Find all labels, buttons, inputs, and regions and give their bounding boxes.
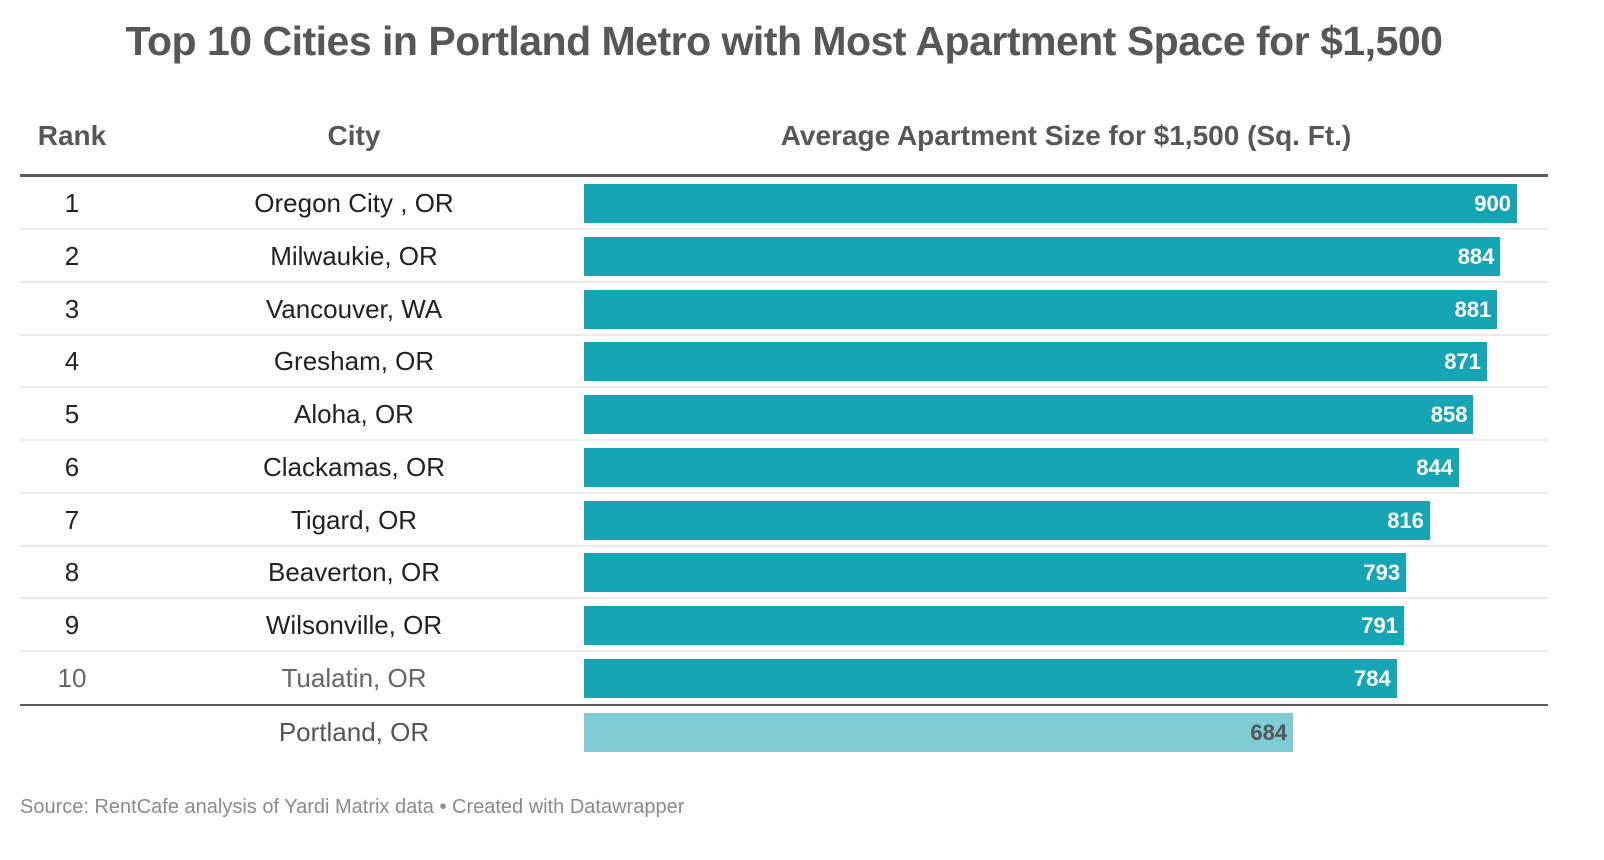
reference-divider: [20, 704, 1548, 706]
bar: 900: [584, 184, 1517, 223]
column-header-apartment-size: Average Apartment Size for $1,500 (Sq. F…: [780, 120, 1352, 151]
row-divider: [20, 597, 1548, 600]
rank-cell: 2: [64, 240, 80, 271]
row-divider: [20, 280, 1548, 283]
bar-value-label: 784: [1354, 665, 1391, 691]
reference-row: Portland, OR 684: [20, 706, 1548, 759]
city-cell: Wilsonville, OR: [265, 610, 443, 640]
bar-value-label: 791: [1361, 613, 1398, 638]
table-row: 8 Beaverton, OR 793: [20, 546, 1548, 600]
chart-title: Top 10 Cities in Portland Metro with Mos…: [125, 18, 1443, 64]
row-divider: [20, 333, 1548, 336]
rank-cell: 7: [64, 504, 80, 535]
table-row: 9 Wilsonville, OR 791: [20, 599, 1548, 652]
table-row: 6 Clackamas, OR 844: [20, 441, 1548, 494]
table-row: 10 Tualatin, OR 784: [20, 652, 1548, 705]
rank-cell: [20, 706, 124, 759]
bar: 858: [584, 395, 1474, 434]
bar-value-label: 816: [1387, 507, 1424, 533]
bar: 871: [584, 342, 1487, 382]
bar-value-label: 858: [1430, 402, 1468, 427]
city-cell: Portland, OR: [278, 717, 430, 747]
rank-cell: 9: [64, 610, 80, 640]
table-row: 5 Aloha, OR 858: [20, 388, 1548, 441]
column-header-rank: Rank: [37, 120, 107, 151]
bar: 684: [584, 713, 1294, 752]
row-divider: [20, 386, 1548, 389]
rank-cell: 8: [64, 557, 80, 588]
row-divider: [20, 491, 1548, 494]
row-divider: [20, 544, 1548, 547]
table-row: 1 Oregon City , OR 900: [20, 177, 1548, 230]
rank-cell: 3: [64, 293, 80, 324]
city-cell: Tigard, OR: [290, 504, 418, 535]
bar: 791: [584, 606, 1404, 645]
header-divider: [20, 174, 1548, 177]
city-cell: Oregon City , OR: [254, 188, 454, 218]
table-row: 4 Gresham, OR 871: [20, 335, 1548, 389]
rank-cell: 6: [64, 451, 80, 482]
row-divider: [20, 439, 1548, 441]
bar: 881: [584, 289, 1498, 329]
city-cell: Vancouver, WA: [265, 293, 443, 324]
rank-cell: 4: [64, 346, 80, 377]
bar-value-label: 684: [1250, 720, 1288, 745]
bar-value-label: 871: [1444, 349, 1481, 375]
row-divider: [20, 228, 1548, 230]
source-footer: Source: RentCafe analysis of Yardi Matri…: [20, 796, 685, 818]
bar: 844: [584, 447, 1459, 487]
bar-value-label: 793: [1363, 560, 1401, 586]
city-cell: Beaverton, OR: [268, 557, 440, 588]
rank-cell: 1: [64, 188, 80, 218]
bar: 784: [584, 658, 1397, 698]
column-header-city: City: [327, 120, 381, 151]
bar: 816: [584, 500, 1430, 540]
table-row: 3 Vancouver, WA 881: [20, 283, 1548, 336]
table-row: 7 Tigard, OR 816: [20, 494, 1548, 547]
bar: 793: [584, 553, 1407, 593]
bar-value-label: 881: [1454, 296, 1492, 322]
city-cell: Clackamas, OR: [262, 451, 446, 482]
row-divider: [20, 650, 1548, 652]
bar: 884: [584, 236, 1501, 276]
bar-value-label: 844: [1416, 454, 1453, 480]
city-cell: Milwaukie, OR: [270, 240, 438, 271]
table-row: 2 Milwaukie, OR 884: [20, 230, 1548, 283]
city-cell: Tualatin, OR: [281, 662, 427, 693]
rank-cell: 5: [64, 399, 80, 429]
rank-cell: 10: [57, 662, 87, 693]
bar-value-label: 900: [1474, 191, 1511, 216]
bar-value-label: 884: [1457, 243, 1495, 269]
city-cell: Aloha, OR: [294, 399, 414, 429]
city-cell: Gresham, OR: [273, 346, 435, 377]
